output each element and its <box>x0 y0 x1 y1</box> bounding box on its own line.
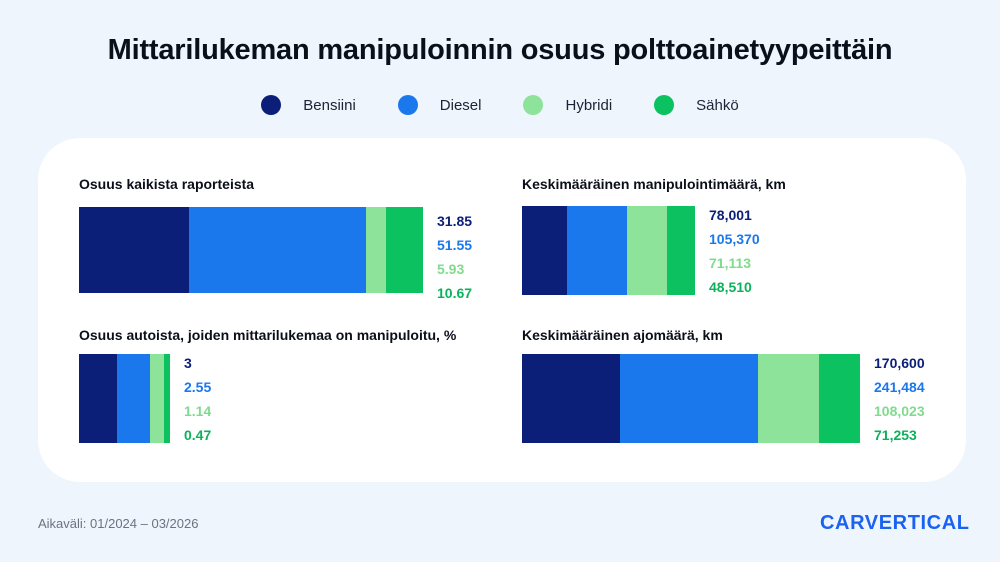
value-label-hybridi: 5.93 <box>437 261 465 277</box>
date-range-footer: Aikaväli: 01/2024 – 03/2026 <box>38 516 199 531</box>
legend-swatch-bensiini <box>261 95 282 115</box>
value-label-diesel: 105,370 <box>709 231 760 247</box>
legend-label-hybridi: Hybridi <box>565 96 613 114</box>
legend-label-diesel: Diesel <box>439 96 482 114</box>
bar-segment-diesel <box>188 207 366 293</box>
bar-segment-bensiini <box>79 207 189 293</box>
bar-segment-hybridi <box>757 354 820 443</box>
legend-item-diesel: Diesel <box>397 95 482 115</box>
value-label-sahko: 71,253 <box>874 427 917 443</box>
bar-segment-sahko <box>667 206 695 295</box>
legend-label-bensiini: Bensiini <box>303 96 356 114</box>
stacked-bar-avg-mileage <box>522 354 860 443</box>
value-label-hybridi: 71,113 <box>709 255 752 271</box>
legend-item-hybridi: Hybridi <box>523 95 612 115</box>
bar-segment-sahko <box>819 354 860 443</box>
value-labels-avg-manipulation: 78,001 105,370 71,113 48,510 <box>709 203 760 299</box>
legend-swatch-sahko <box>654 95 675 115</box>
legend: Bensiini Diesel Hybridi Sähkö <box>0 95 1000 115</box>
value-label-bensiini: 78,001 <box>709 207 752 223</box>
stacked-bar-share-of-reports <box>79 207 423 293</box>
chart-share-of-reports: Osuus kaikista raporteista 31.85 51.55 5.9… <box>79 176 499 301</box>
value-labels-avg-mileage: 170,600 241,484 108,023 71,253 <box>874 351 925 447</box>
value-labels-share-of-reports: 31.85 51.55 5.93 10.67 <box>437 209 472 305</box>
chart-title: Mittarilukeman manipuloinnin osuus poltt… <box>107 34 893 66</box>
value-label-diesel: 2.55 <box>184 379 212 395</box>
value-label-bensiini: 170,600 <box>874 355 925 371</box>
chart-share-manipulated: Osuus autoista, joiden mittarilukemaa on… <box>79 327 499 447</box>
value-label-bensiini: 3 <box>184 355 192 371</box>
value-label-sahko: 0.47 <box>184 427 212 443</box>
stacked-bar-avg-manipulation <box>522 206 695 295</box>
chart-avg-manipulation-title: Keskimääräinen manipulointimäärä, km <box>522 176 786 192</box>
bar-segment-diesel <box>117 354 150 443</box>
bar-segment-hybridi <box>365 207 387 293</box>
value-label-sahko: 48,510 <box>709 279 752 295</box>
value-label-hybridi: 1.14 <box>184 403 212 419</box>
bar-segment-sahko <box>164 354 170 443</box>
bar-segment-bensiini <box>522 354 620 443</box>
legend-label-sahko: Sähkö <box>696 96 739 114</box>
chart-avg-mileage: Keskimääräinen ajomäärä, km 170,600 241,4… <box>522 327 942 447</box>
legend-swatch-diesel <box>397 95 418 115</box>
value-label-bensiini: 31.85 <box>437 213 473 229</box>
legend-item-bensiini: Bensiini <box>261 95 356 115</box>
stacked-bar-share-manipulated <box>79 354 170 443</box>
bar-segment-hybridi <box>626 206 668 295</box>
value-labels-share-manipulated: 3 2.55 1.14 0.47 <box>184 351 211 447</box>
value-label-hybridi: 108,023 <box>874 403 925 419</box>
bar-segment-bensiini <box>522 206 567 295</box>
bar-segment-diesel <box>619 354 758 443</box>
legend-item-sahko: Sähkö <box>654 95 739 115</box>
value-label-diesel: 51.55 <box>437 237 473 253</box>
legend-swatch-hybridi <box>523 95 544 115</box>
chart-share-manipulated-title: Osuus autoista, joiden mittarilukemaa on… <box>79 327 457 343</box>
bar-segment-sahko <box>386 207 423 293</box>
bar-segment-hybridi <box>149 354 165 443</box>
bar-segment-bensiini <box>79 354 118 443</box>
value-label-diesel: 241,484 <box>874 379 925 395</box>
carvertical-logo: CARVERTICAL <box>820 512 970 534</box>
value-label-sahko: 10.67 <box>437 285 473 301</box>
chart-avg-mileage-title: Keskimääräinen ajomäärä, km <box>522 327 723 343</box>
bar-segment-diesel <box>566 206 627 295</box>
charts-panel: Osuus kaikista raporteista 31.85 51.55 5.9… <box>38 138 966 482</box>
chart-share-of-reports-title: Osuus kaikista raporteista <box>79 176 255 192</box>
chart-avg-manipulation: Keskimääräinen manipulointimäärä, km 78,… <box>522 176 942 296</box>
